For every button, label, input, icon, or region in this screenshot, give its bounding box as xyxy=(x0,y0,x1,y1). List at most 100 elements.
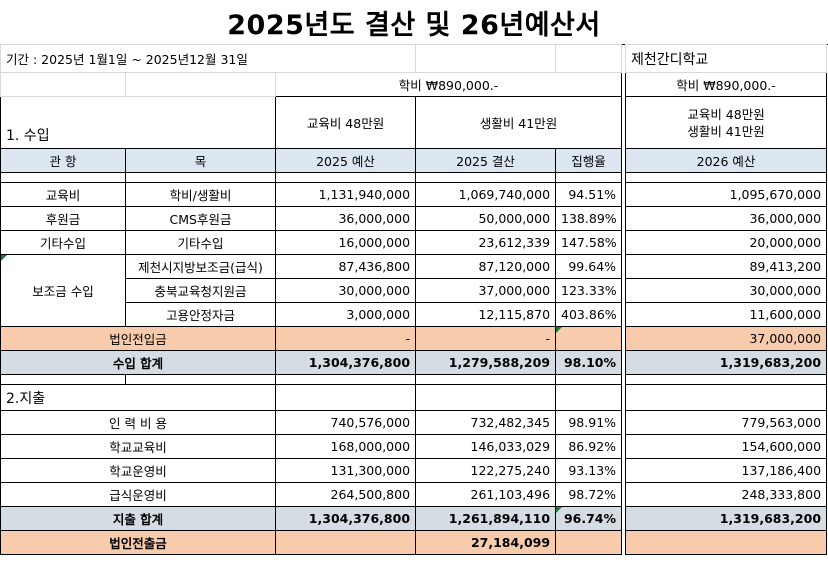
row-actual: 732,482,345 xyxy=(415,410,557,435)
subsidy-category: 보조금 수입 xyxy=(0,254,126,327)
row-rate: 98.72% xyxy=(555,482,623,507)
row-item: 학비/생활비 xyxy=(125,182,276,207)
row-actual: 12,115,870 xyxy=(415,302,557,327)
header-budget-2025: 2025 예산 xyxy=(274,148,417,173)
corp-transfer-in-row: 법인전입금 - - 37,000,000 xyxy=(0,326,828,351)
income-section-title: 1. 수입 xyxy=(0,96,276,149)
table-row: 보조금 수입 제천시지방보조금(급식) 87,436,800 87,120,00… xyxy=(0,254,828,327)
tuition-row: 학비 ₩890,000.- 학비 ₩890,000.- xyxy=(0,72,828,97)
row-item: 고용안정자금 xyxy=(125,302,276,327)
header-actual-2025: 2025 결산 xyxy=(415,148,557,173)
row-rate: 86.92% xyxy=(555,434,623,459)
table-row: 인 력 비 용 740,576,000 732,482,345 98.91% 7… xyxy=(0,410,828,435)
income-total-budget: 1,304,376,800 xyxy=(274,350,417,375)
row-next: 248,333,800 xyxy=(625,482,828,507)
table-row: 학교교육비 168,000,000 146,033,029 86.92% 154… xyxy=(0,434,828,459)
corp-transfer-in-label: 법인전입금 xyxy=(0,326,276,351)
table-row: 교육비 학비/생활비 1,131,940,000 1,069,740,000 9… xyxy=(0,182,828,207)
row-budget: 131,300,000 xyxy=(274,458,417,483)
row-rate: 123.33% xyxy=(555,278,623,303)
row-category: 교육비 xyxy=(0,182,126,207)
table-row: 충북교육청지원금 30,000,000 37,000,000 123.33% 3… xyxy=(1,278,828,303)
row-rate: 98.91% xyxy=(555,410,623,435)
period-row: 기간 : 2025년 1월1일 ~ 2025년12월 31일 제천간디학교 xyxy=(0,44,828,73)
income-total-label: 수입 합계 xyxy=(0,350,276,375)
row-rate: 403.86% xyxy=(555,302,623,327)
edu-fee-2026: 교육비 48만원 xyxy=(687,106,765,122)
income-total-next: 1,319,683,200 xyxy=(625,350,828,375)
row-budget: 3,000,000 xyxy=(274,302,417,327)
row-actual: 261,103,496 xyxy=(415,482,557,507)
expense-total-actual: 1,261,894,110 xyxy=(415,506,557,531)
period-text: 기간 : 2025년 1월1일 ~ 2025년12월 31일 xyxy=(0,44,417,73)
row-rate: 138.89% xyxy=(555,206,623,231)
income-total-rate: 98.10% xyxy=(555,350,623,375)
row-budget: 36,000,000 xyxy=(274,206,417,231)
corp-transfer-out-label: 법인전출금 xyxy=(0,530,276,555)
expense-total-label: 지출 합계 xyxy=(0,506,276,531)
row-rate: 93.13% xyxy=(555,458,623,483)
row-budget: 168,000,000 xyxy=(274,434,417,459)
expense-section-row: 2.지출 xyxy=(0,384,828,411)
row-next: 11,600,000 xyxy=(625,302,828,327)
expense-total-next: 1,319,683,200 xyxy=(625,506,828,531)
column-header-row: 관 항 목 2025 예산 2025 결산 집행율 2026 예산 xyxy=(0,148,828,173)
expense-total-rate: 96.74% xyxy=(555,506,623,531)
row-actual: 37,000,000 xyxy=(415,278,557,303)
corp-transfer-in-next: 37,000,000 xyxy=(625,326,828,351)
row-budget: 740,576,000 xyxy=(274,410,417,435)
row-rate: 99.64% xyxy=(555,254,623,279)
row-actual: 23,612,339 xyxy=(415,230,557,255)
row-actual: 87,120,000 xyxy=(415,254,557,279)
row-budget: 87,436,800 xyxy=(274,254,417,279)
header-budget-2026: 2026 예산 xyxy=(625,148,828,173)
expense-total-budget: 1,304,376,800 xyxy=(274,506,417,531)
row-next: 89,413,200 xyxy=(625,254,828,279)
school-name: 제천간디학교 xyxy=(625,44,828,73)
spacer-row xyxy=(0,172,828,183)
table-row: 고용안정자금 3,000,000 12,115,870 403.86% 11,6… xyxy=(1,302,828,327)
row-budget: 1,131,940,000 xyxy=(274,182,417,207)
row-item: 인 력 비 용 xyxy=(0,410,276,435)
table-row: 급식운영비 264,500,800 261,103,496 98.72% 248… xyxy=(0,482,828,507)
row-actual: 122,275,240 xyxy=(415,458,557,483)
corp-transfer-in-budget: - xyxy=(274,326,417,351)
row-next: 36,000,000 xyxy=(625,206,828,231)
row-next: 137,186,400 xyxy=(625,458,828,483)
row-item: 제천시지방보조금(급식) xyxy=(125,254,276,279)
income-total-actual: 1,279,588,209 xyxy=(415,350,557,375)
row-item: 충북교육청지원금 xyxy=(125,278,276,303)
living-fee-2026: 생활비 41만원 xyxy=(687,123,765,139)
header-category: 관 항 xyxy=(0,148,126,173)
corp-transfer-in-actual: - xyxy=(415,326,557,351)
row-budget: 30,000,000 xyxy=(274,278,417,303)
row-category: 후원금 xyxy=(0,206,126,231)
row-next: 20,000,000 xyxy=(625,230,828,255)
row-item: 학교교육비 xyxy=(0,434,276,459)
living-fee-2025: 생활비 41만원 xyxy=(415,96,623,149)
table-row: 학교운영비 131,300,000 122,275,240 93.13% 137… xyxy=(0,458,828,483)
row-next: 1,095,670,000 xyxy=(625,182,828,207)
tuition-2026: 학비 ₩890,000.- xyxy=(625,72,828,97)
corp-transfer-out-row: 법인전출금 27,184,099 xyxy=(0,530,828,555)
row-rate: 147.58% xyxy=(555,230,623,255)
table-row: 후원금 CMS후원금 36,000,000 50,000,000 138.89%… xyxy=(0,206,828,231)
row-next: 154,600,000 xyxy=(625,434,828,459)
spacer-row xyxy=(0,374,828,385)
row-actual: 50,000,000 xyxy=(415,206,557,231)
header-item: 목 xyxy=(125,148,276,173)
expense-total-row: 지출 합계 1,304,376,800 1,261,894,110 96.74%… xyxy=(0,506,828,531)
row-item: 급식운영비 xyxy=(0,482,276,507)
tuition-2025: 학비 ₩890,000.- xyxy=(274,72,623,97)
row-item: 기타수입 xyxy=(125,230,276,255)
income-total-row: 수입 합계 1,304,376,800 1,279,588,209 98.10%… xyxy=(0,350,828,375)
row-actual: 1,069,740,000 xyxy=(415,182,557,207)
table-row: 기타수입 기타수입 16,000,000 23,612,339 147.58% … xyxy=(0,230,828,255)
row-rate: 94.51% xyxy=(555,182,623,207)
header-rate: 집행율 xyxy=(555,148,623,173)
row-next: 779,563,000 xyxy=(625,410,828,435)
row-next: 30,000,000 xyxy=(625,278,828,303)
budget-table: 기간 : 2025년 1월1일 ~ 2025년12월 31일 제천간디학교 학비… xyxy=(0,44,828,555)
expense-section-title: 2.지출 xyxy=(0,384,276,411)
row-budget: 264,500,800 xyxy=(274,482,417,507)
